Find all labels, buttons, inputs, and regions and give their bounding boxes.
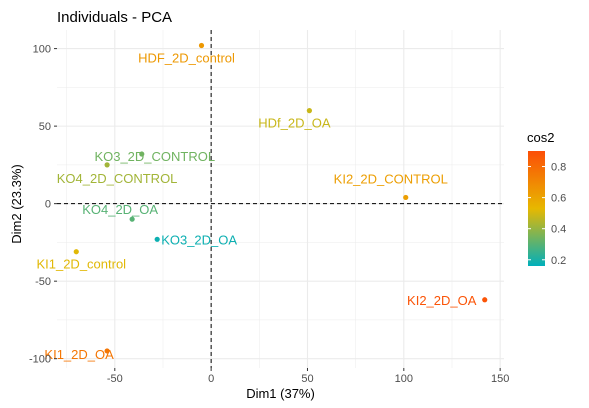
x-axis-title: Dim1 (37%) — [246, 386, 315, 401]
legend: cos2 0.2 0.4 0.6 0.8 — [527, 130, 566, 267]
x-tick-label: 100 — [395, 373, 413, 385]
data-points — [73, 42, 488, 354]
reference-lines — [57, 30, 504, 368]
point-label: HDf_2D_OA — [258, 116, 331, 131]
data-point — [104, 162, 110, 168]
legend-title: cos2 — [527, 130, 554, 145]
x-tick-label: 150 — [491, 373, 509, 385]
data-point — [129, 216, 135, 222]
point-label: KI2_2D_OA — [407, 293, 477, 308]
point-labels: HDF_2D_control HDf_2D_OA KO3_2D_CONTROL KO4… — [36, 51, 476, 362]
point-label: KO3_2D_OA — [161, 232, 237, 247]
point-label: KO4_2D_CONTROL — [57, 171, 178, 186]
x-tick-label: 0 — [208, 373, 214, 385]
data-point — [198, 42, 205, 49]
y-tick-label: 0 — [45, 199, 51, 211]
point-label: KI1_2D_OA — [44, 347, 114, 362]
data-point — [154, 236, 160, 242]
y-tick-label: -50 — [35, 276, 51, 288]
data-point — [139, 151, 145, 157]
data-point — [403, 194, 409, 201]
data-point — [73, 249, 79, 255]
legend-tick-label: 0.4 — [551, 224, 566, 236]
point-label: KI1_2D_control — [36, 257, 126, 272]
grid — [57, 30, 504, 368]
data-point — [482, 297, 488, 303]
point-label: HDF_2D_control — [138, 51, 235, 66]
legend-tick-label: 0.2 — [551, 255, 566, 267]
x-axis: -50 0 50 100 150 — [107, 368, 509, 385]
x-tick-label: -50 — [107, 373, 123, 385]
legend-tick-label: 0.6 — [551, 193, 566, 205]
point-label: KO3_2D_CONTROL — [94, 149, 215, 164]
y-axis-title: Dim2 (23.3%) — [9, 164, 24, 243]
plot-panel: HDF_2D_control HDf_2D_OA KO3_2D_CONTROL KO4… — [36, 30, 504, 368]
y-tick-label: 50 — [39, 121, 51, 133]
y-axis: -100 -50 0 50 100 — [29, 44, 57, 366]
x-tick-label: 50 — [301, 373, 313, 385]
data-point — [104, 348, 110, 354]
data-point — [306, 108, 313, 114]
y-tick-label: -100 — [29, 354, 51, 366]
legend-colorbar — [528, 151, 545, 266]
legend-tick-label: 0.8 — [551, 162, 566, 174]
y-tick-label: 100 — [33, 44, 51, 56]
point-label: KO4_2D_OA — [82, 202, 158, 217]
point-label: KI2_2D_CONTROL — [334, 171, 448, 186]
chart-title: Individuals - PCA — [57, 9, 172, 26]
